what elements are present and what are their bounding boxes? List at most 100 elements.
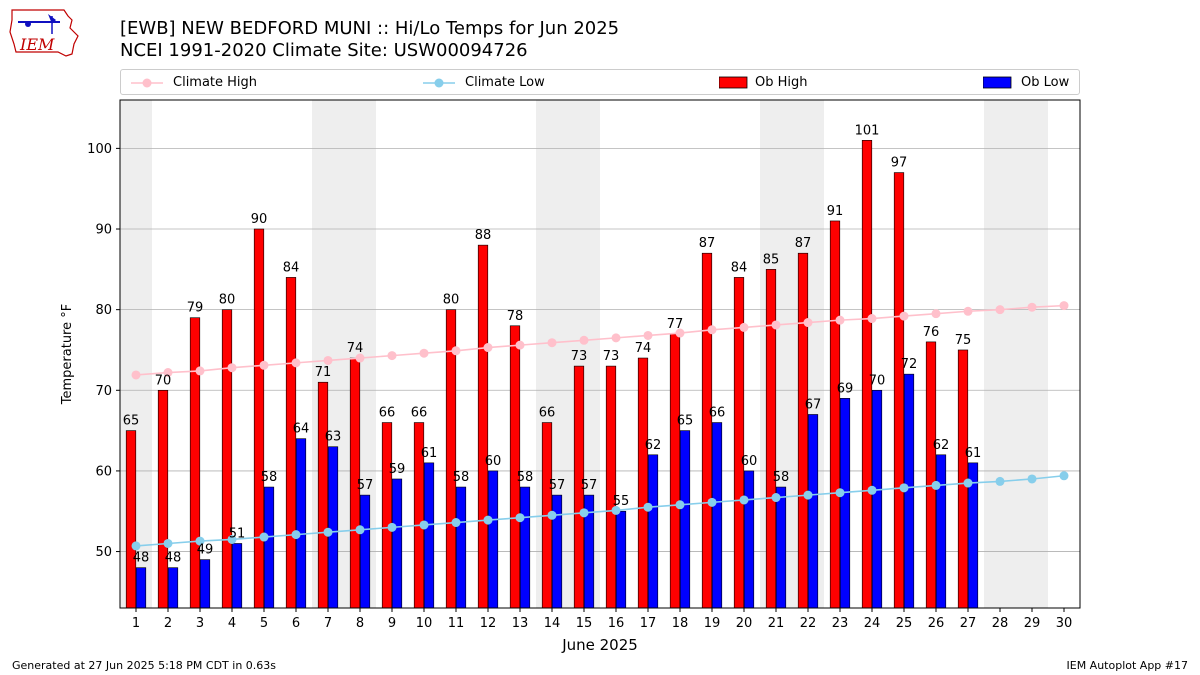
bar-ob-high — [669, 333, 681, 609]
point-climate-high — [227, 363, 237, 373]
point-climate-high — [739, 322, 749, 332]
x-tick-label: 24 — [864, 616, 881, 631]
bar-ob-low — [487, 470, 499, 609]
point-climate-high — [195, 366, 205, 376]
legend-label-ob-low: Ob Low — [1021, 75, 1070, 90]
x-tick-label: 6 — [292, 616, 300, 631]
bar-ob-high — [605, 365, 617, 609]
x-tick-label: 16 — [608, 616, 625, 631]
point-climate-low — [803, 490, 813, 500]
point-climate-high — [611, 333, 621, 343]
point-climate-low — [547, 510, 557, 520]
point-climate-low — [675, 500, 685, 510]
x-tick-label: 2 — [164, 616, 172, 631]
label-ob-low: 65 — [677, 414, 694, 429]
point-climate-high — [675, 328, 685, 338]
point-climate-high — [899, 311, 909, 321]
label-ob-low: 51 — [229, 526, 246, 541]
bar-ob-low — [167, 567, 179, 609]
point-climate-high — [643, 330, 653, 340]
label-ob-high: 84 — [731, 260, 748, 275]
point-climate-high — [835, 315, 845, 325]
point-climate-low — [163, 538, 173, 548]
bar-ob-high — [125, 430, 137, 609]
point-climate-low — [131, 541, 141, 551]
label-ob-low: 61 — [965, 446, 982, 461]
x-tick-label: 4 — [228, 616, 236, 631]
label-ob-high: 87 — [795, 236, 812, 251]
point-climate-high — [995, 305, 1005, 315]
y-tick-label: 50 — [95, 545, 112, 560]
x-tick-label: 21 — [768, 616, 785, 631]
label-ob-low: 57 — [581, 478, 598, 493]
point-climate-low — [195, 536, 205, 546]
x-tick-label: 11 — [448, 616, 465, 631]
y-tick-label: 80 — [95, 303, 112, 318]
label-ob-low: 55 — [613, 494, 630, 509]
bar-ob-low — [807, 414, 819, 609]
bar-ob-low — [295, 438, 307, 609]
point-climate-high — [355, 353, 365, 363]
point-climate-high — [579, 335, 589, 345]
y-tick-label: 100 — [87, 142, 112, 157]
bar-ob-low — [711, 422, 723, 609]
label-ob-low: 59 — [389, 462, 406, 477]
bar-ob-low — [871, 389, 883, 609]
label-ob-high: 78 — [507, 309, 524, 324]
bar-ob-high — [317, 381, 329, 609]
x-tick-label: 9 — [388, 616, 396, 631]
bar-ob-high — [701, 252, 713, 609]
label-ob-low: 58 — [453, 470, 470, 485]
x-tick-label: 15 — [576, 616, 593, 631]
label-ob-high: 97 — [891, 156, 908, 171]
bar-ob-low — [647, 454, 659, 609]
footer-app: IEM Autoplot App #17 — [1066, 659, 1189, 672]
bar-marks — [125, 140, 979, 609]
label-ob-low: 48 — [133, 551, 150, 566]
label-ob-low: 58 — [517, 470, 534, 485]
y-tick-label: 90 — [95, 223, 112, 238]
point-climate-low — [1059, 471, 1069, 481]
label-ob-low: 48 — [165, 551, 182, 566]
chart-title: [EWB] NEW BEDFORD MUNI :: Hi/Lo Temps fo… — [120, 18, 620, 39]
bar-ob-low — [775, 486, 787, 609]
point-climate-low — [483, 515, 493, 525]
bar-ob-high — [221, 309, 233, 609]
point-climate-high — [291, 358, 301, 368]
point-climate-low — [643, 502, 653, 512]
bar-ob-low — [231, 543, 243, 609]
bar-ob-high — [829, 220, 841, 609]
point-climate-high — [259, 360, 269, 370]
bar-ob-low — [263, 486, 275, 609]
point-climate-high — [451, 346, 461, 356]
label-ob-high: 80 — [443, 293, 460, 308]
footer-generated: Generated at 27 Jun 2025 5:18 PM CDT in … — [12, 659, 277, 672]
label-ob-low: 58 — [261, 470, 278, 485]
bar-ob-low — [423, 462, 435, 609]
x-tick-label: 8 — [356, 616, 364, 631]
label-ob-high: 85 — [763, 252, 780, 267]
label-ob-low: 58 — [773, 470, 790, 485]
x-tick-label: 1 — [132, 616, 140, 631]
label-ob-high: 74 — [347, 341, 364, 356]
bar-ob-low — [743, 470, 755, 609]
point-climate-low — [899, 483, 909, 493]
point-climate-high — [419, 348, 429, 358]
label-ob-high: 84 — [283, 260, 300, 275]
bar-ob-low — [679, 430, 691, 609]
x-tick-label: 13 — [512, 616, 529, 631]
label-ob-low: 57 — [357, 478, 374, 493]
iem-logo: IEM — [9, 9, 79, 57]
y-gridlines — [120, 147, 1080, 552]
bar-ob-high — [893, 172, 905, 609]
point-climate-high — [963, 306, 973, 316]
x-tick-label: 12 — [480, 616, 497, 631]
point-climate-low — [579, 508, 589, 518]
point-climate-high — [1027, 302, 1037, 312]
point-climate-high — [803, 318, 813, 328]
x-tick-label: 26 — [928, 616, 945, 631]
bar-ob-low — [519, 486, 531, 609]
label-ob-high: 87 — [699, 236, 716, 251]
